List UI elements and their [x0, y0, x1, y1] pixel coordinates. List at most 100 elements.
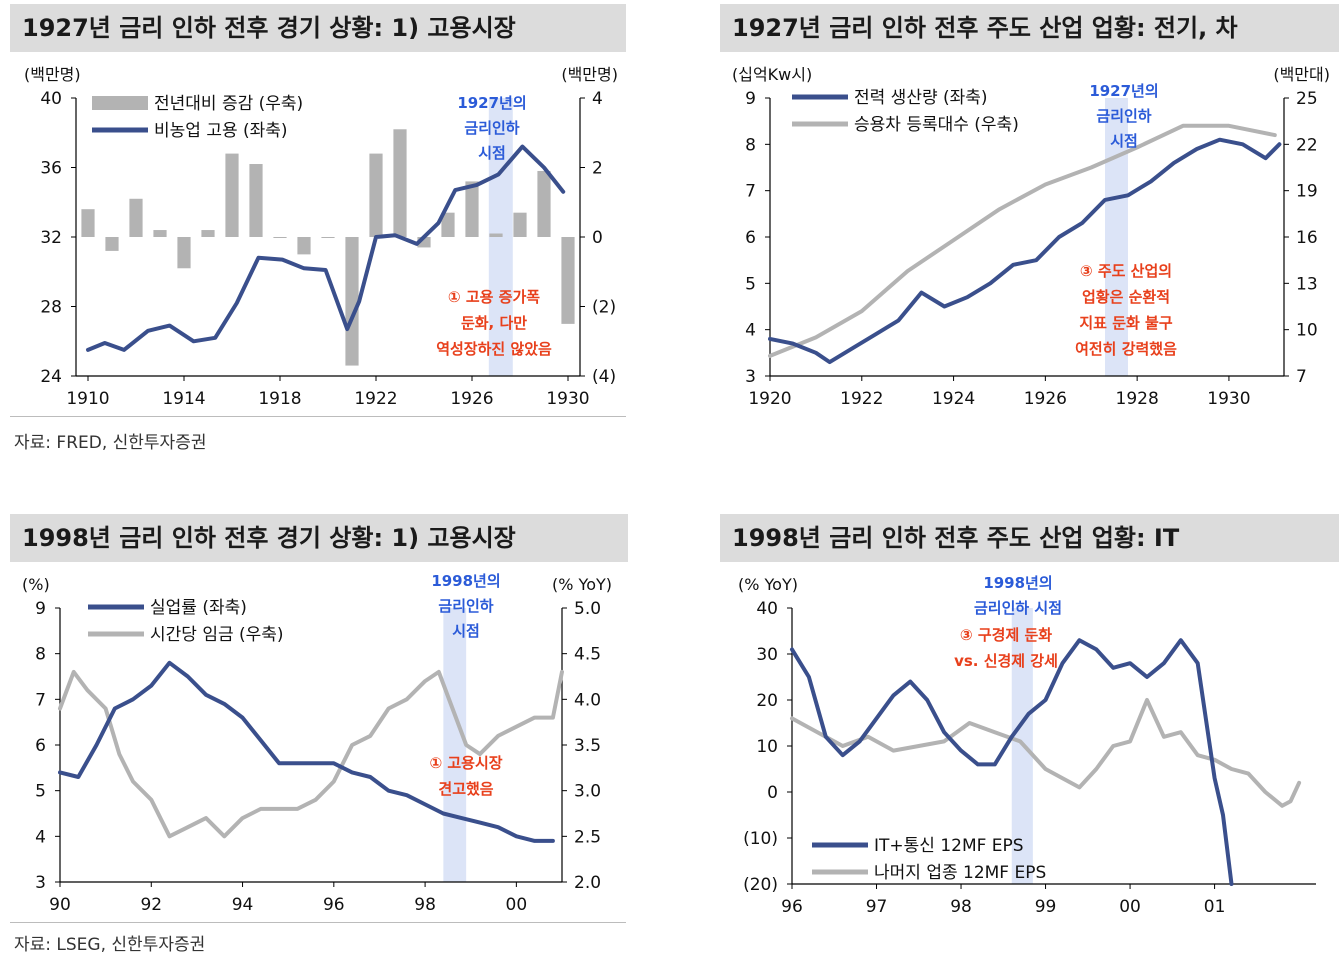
- legend-label: 나머지 업종 12MF EPS: [874, 863, 1046, 883]
- bar: [81, 209, 95, 237]
- unit-left: (%): [22, 575, 50, 594]
- divider-1: [10, 416, 626, 417]
- x-tick-label: 98: [414, 895, 436, 915]
- bar: [561, 237, 575, 324]
- line-power-output: [768, 137, 1282, 365]
- bar: [297, 237, 311, 255]
- y-tick-label-right: 5.0: [574, 599, 601, 619]
- chart-title-1: 1927년 금리 인하 전후 경기 상황: 1) 고용시장: [10, 4, 626, 52]
- chart-2: 9 8 7 6 5 4 3 25 22 19 16 13 10 7 1920 1922 1924 1926 1928…: [732, 65, 1330, 409]
- band-label: 1998년의: [431, 572, 500, 590]
- x-tick-label: 96: [781, 897, 803, 917]
- band-label: 금리인하: [464, 119, 519, 137]
- x-tick-label: 00: [1119, 897, 1141, 917]
- y-tick-label-right: (4): [592, 367, 616, 387]
- annotation-note: 견고했음: [438, 780, 493, 798]
- y-tick-label-left: 5: [35, 782, 46, 802]
- line-it-eps: [790, 638, 1234, 886]
- y-tick-label-left: 3: [745, 367, 756, 387]
- annotation-note: 둔화, 다만: [461, 314, 527, 332]
- x-tick-label: 1926: [450, 389, 493, 409]
- x-tick-label: 99: [1035, 897, 1057, 917]
- line-unemployment-rate: [58, 660, 555, 843]
- bar: [513, 212, 527, 237]
- bar: [465, 181, 479, 237]
- y-tick-label-right: 7: [1296, 367, 1307, 387]
- bar: [369, 153, 383, 237]
- y-tick-label-left: 4: [35, 827, 46, 847]
- unit-right: (% YoY): [552, 575, 612, 594]
- x-tick-label: 00: [506, 895, 528, 915]
- chart-title-4: 1998년 금리 인하 전후 주도 산업 업황: IT: [720, 514, 1339, 562]
- band-label: 1927년의: [457, 94, 526, 112]
- band-label: 1927년의: [1089, 82, 1158, 100]
- annotation-note: 여전히 강력했음: [1075, 340, 1177, 358]
- y-tick-label-right: 25: [1296, 89, 1318, 109]
- y-tick-label-right: 2: [592, 159, 603, 179]
- annotation-note: 역성장하진 않았음: [436, 340, 552, 358]
- y-tick-label-left: 9: [745, 89, 756, 109]
- chart-title-2: 1927년 금리 인하 전후 주도 산업 업황: 전기, 차: [720, 4, 1339, 52]
- band-label: 시점: [478, 144, 506, 162]
- y-tick-label-left: 40: [756, 599, 778, 619]
- y-tick-label-left: 20: [756, 691, 778, 711]
- y-tick-label-right: 4.5: [574, 645, 601, 665]
- source-note-3: 자료: LSEG, 신한투자증권: [14, 935, 206, 955]
- line-other-eps: [790, 698, 1302, 808]
- y-tick-label-right: 0: [592, 228, 603, 248]
- bar: [393, 129, 407, 237]
- x-tick-label: 1922: [354, 389, 397, 409]
- divider-3: [10, 922, 626, 923]
- y-tick-label-left: (10): [743, 829, 778, 849]
- unit-right: (백만명): [561, 65, 618, 84]
- unit-left: (백만명): [24, 65, 81, 84]
- band-label: 금리인하 시점: [974, 599, 1062, 617]
- y-tick-label-right: 10: [1296, 321, 1318, 341]
- x-tick-label: 97: [866, 897, 888, 917]
- x-tick-label: 90: [49, 895, 71, 915]
- rate-cut-band: [443, 608, 467, 882]
- y-tick-label-left: 7: [745, 182, 756, 202]
- y-tick-label-left: 6: [745, 228, 756, 248]
- legend-label: 전년대비 증감 (우축): [154, 94, 303, 114]
- x-tick-label: 96: [323, 895, 345, 915]
- bar: [129, 198, 143, 237]
- x-tick-label: 92: [140, 895, 162, 915]
- y-tick-label-left: 24: [40, 367, 62, 387]
- bar: [345, 237, 359, 366]
- y-tick-label-left: 8: [35, 645, 46, 665]
- unit-left: (십억Kw시): [732, 65, 812, 84]
- x-tick-label: 01: [1204, 897, 1226, 917]
- y-tick-label-right: 16: [1296, 228, 1318, 248]
- legend-label: 승용차 등록대수 (우축): [854, 115, 1019, 135]
- y-tick-label-left: 4: [745, 321, 756, 341]
- x-tick-label: 98: [950, 897, 972, 917]
- x-tick-label: 94: [232, 895, 254, 915]
- band-label: 시점: [452, 622, 480, 640]
- unit-right: (백만대): [1273, 65, 1330, 84]
- y-tick-label-right: (2): [592, 298, 616, 318]
- legend-label: 실업률 (좌축): [150, 598, 247, 618]
- x-tick-label: 1928: [1116, 389, 1159, 409]
- y-tick-label-left: 6: [35, 736, 46, 756]
- y-tick-label-right: 13: [1296, 274, 1318, 294]
- y-tick-label-left: 28: [40, 298, 62, 318]
- bar: [177, 237, 191, 269]
- y-tick-label-left: 9: [35, 599, 46, 619]
- bar: [441, 212, 455, 237]
- y-tick-label-left: 32: [40, 228, 62, 248]
- x-tick-label: 1914: [162, 389, 205, 409]
- legend-label: IT+통신 12MF EPS: [874, 836, 1024, 856]
- line-car-registrations: [768, 123, 1277, 358]
- bar: [273, 237, 287, 238]
- annotation-note: ③ 주도 산업의: [1080, 262, 1172, 280]
- y-tick-label-left: 5: [745, 274, 756, 294]
- chart-title-3: 1998년 금리 인하 전후 경기 상황: 1) 고용시장: [10, 514, 628, 562]
- y-tick-label-right: 4: [592, 89, 603, 109]
- y-tick-label-left: (20): [743, 875, 778, 895]
- band-label: 1998년의: [983, 574, 1052, 592]
- bar: [489, 233, 503, 237]
- bar: [105, 237, 119, 251]
- y-tick-label-right: 4.0: [574, 690, 601, 710]
- rate-cut-band: [1105, 98, 1128, 376]
